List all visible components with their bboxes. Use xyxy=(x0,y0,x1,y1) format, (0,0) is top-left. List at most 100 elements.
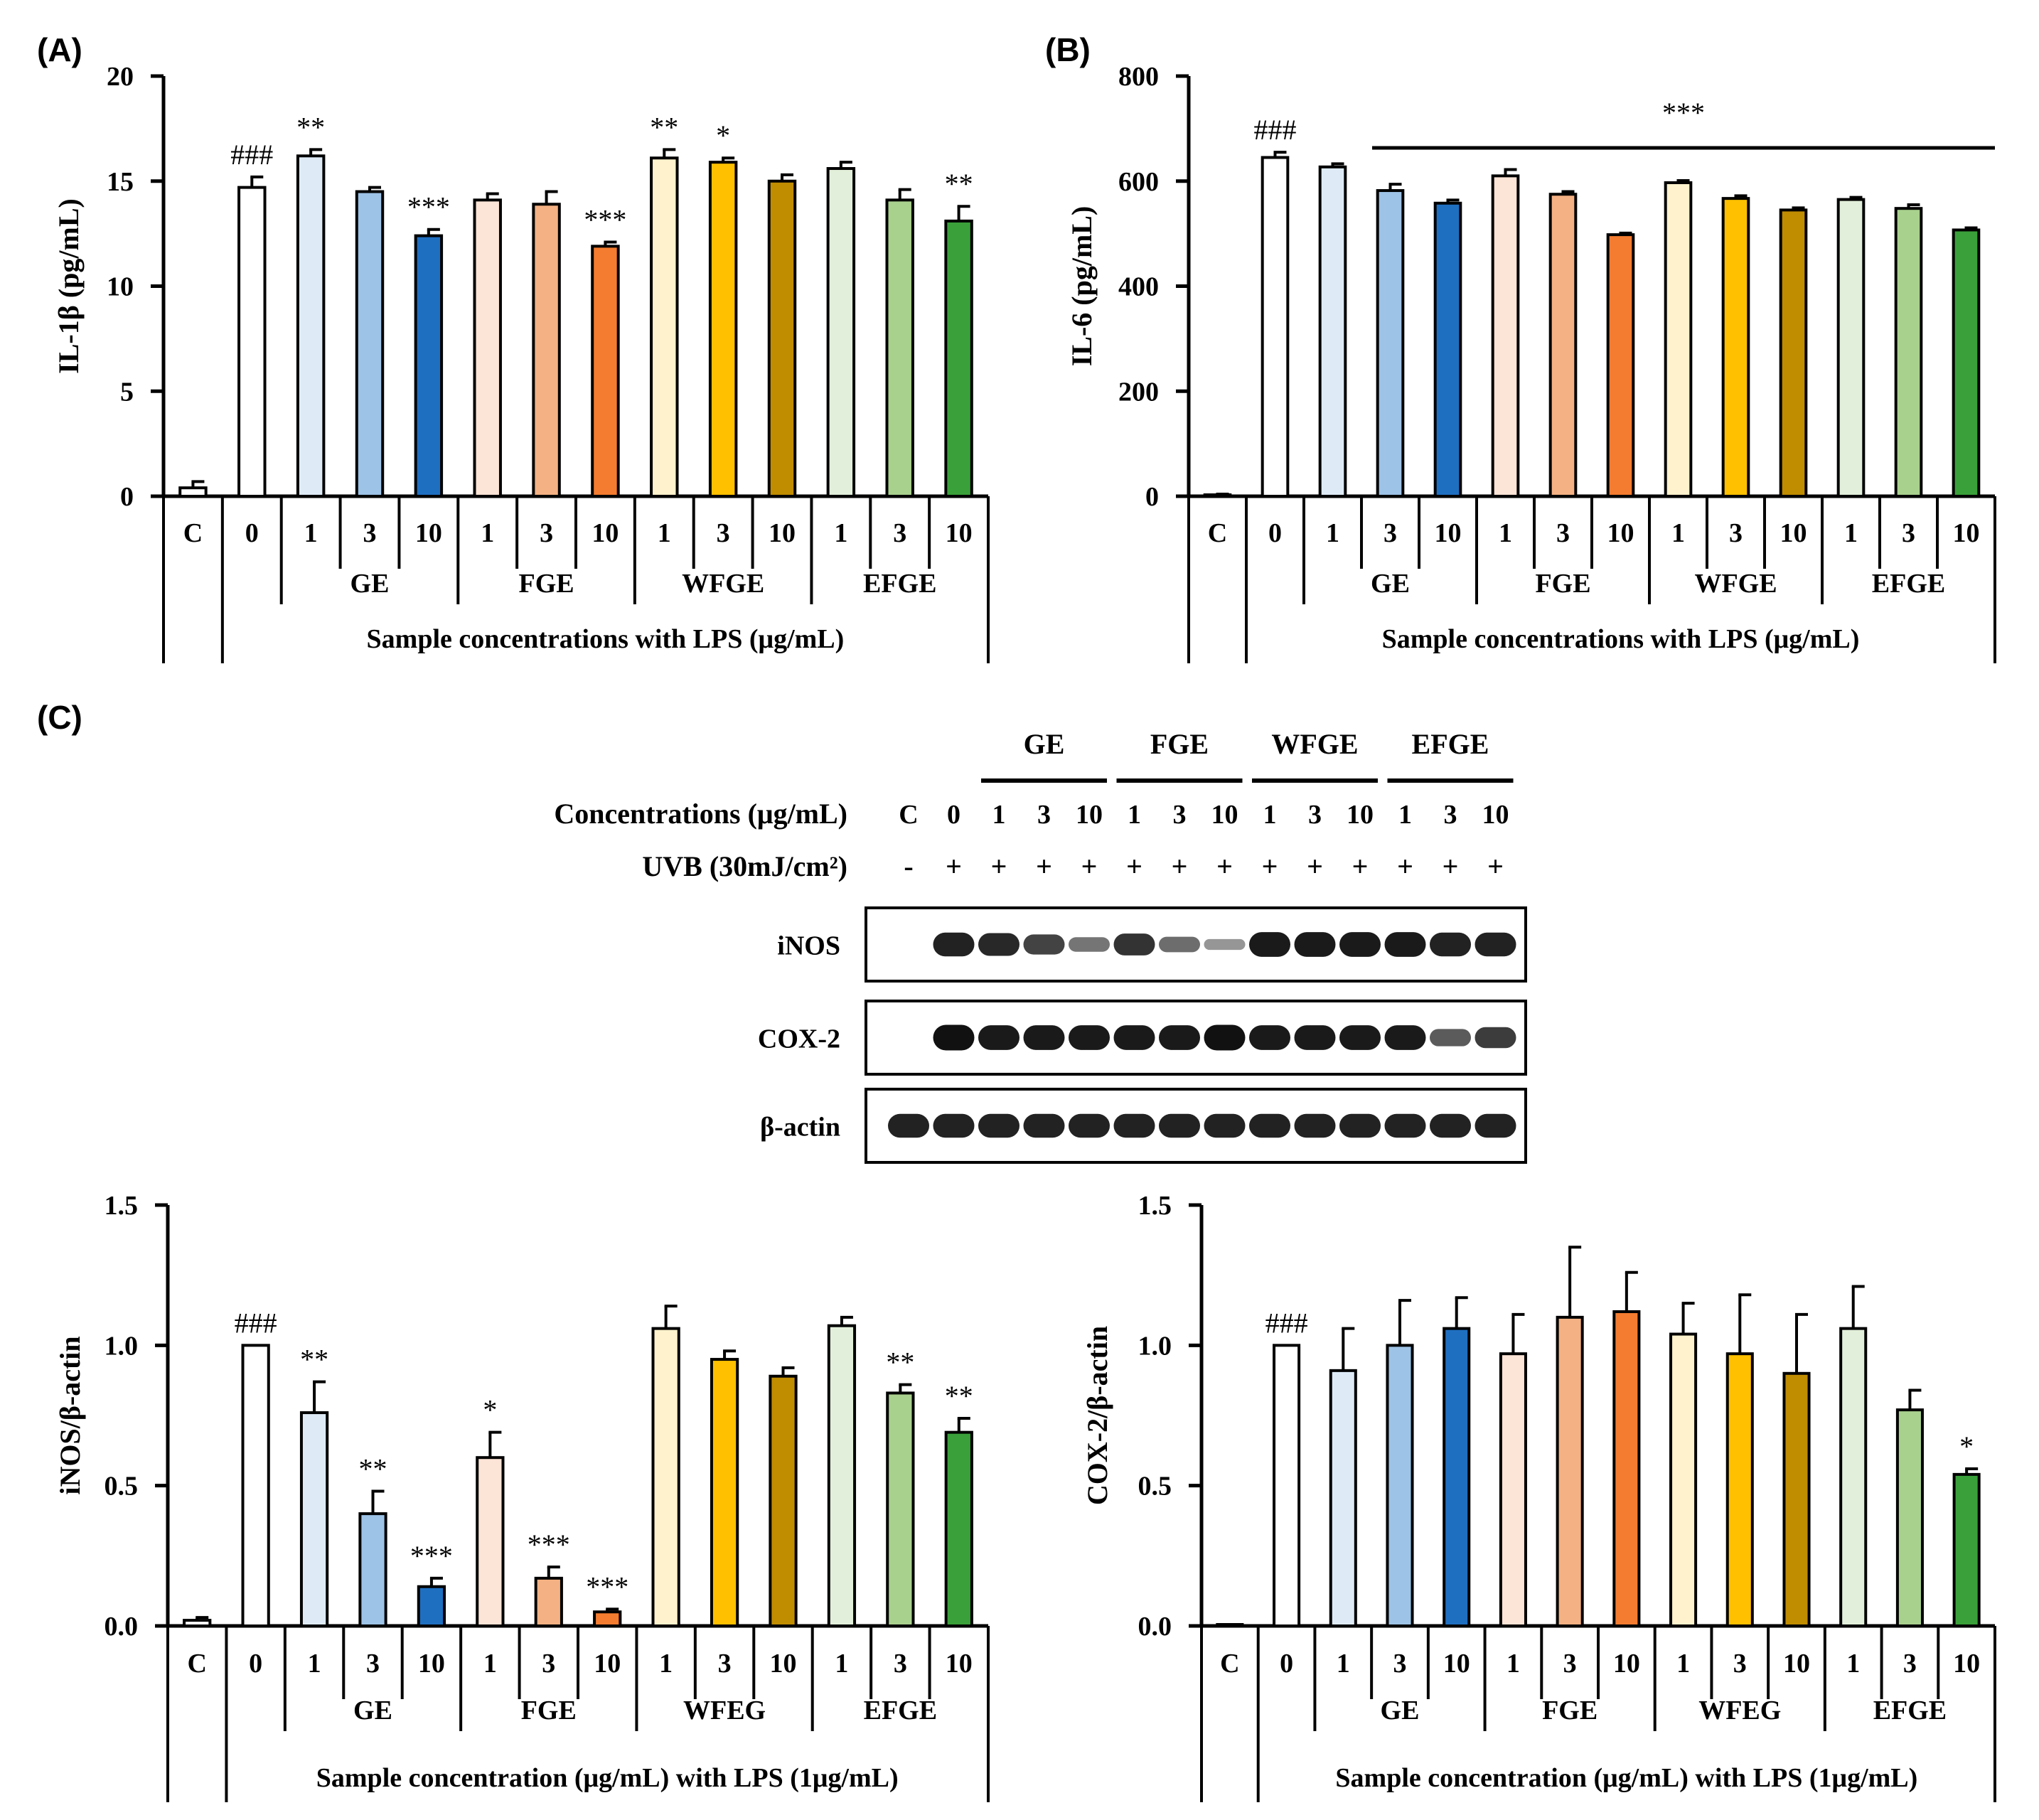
blot-band xyxy=(1384,1025,1426,1050)
y-axis-label: IL-1β (pg/mL) xyxy=(53,198,85,374)
y-tick-label: 0 xyxy=(1145,482,1159,512)
panel-label-b: (B) xyxy=(1045,31,1091,68)
bar xyxy=(1216,1623,1244,1627)
significance-mark: ** xyxy=(650,111,678,143)
y-tick-label: 0.5 xyxy=(1138,1472,1172,1502)
bar xyxy=(414,234,444,498)
bar xyxy=(1836,198,1866,498)
blot-band xyxy=(1113,933,1155,956)
bar xyxy=(1329,1369,1357,1628)
x-tick-label: 3 xyxy=(718,1649,732,1679)
bar xyxy=(591,245,620,498)
x-tick-label: 0 xyxy=(1280,1649,1293,1679)
bar xyxy=(1782,1371,1811,1628)
blot-band xyxy=(888,1113,929,1138)
bar xyxy=(1952,1472,1981,1627)
x-tick-label: 1 xyxy=(658,518,671,548)
significance-mark: ### xyxy=(1265,1307,1308,1339)
y-tick-label: 1.0 xyxy=(105,1331,139,1361)
blot-band xyxy=(1384,932,1426,957)
blot-band xyxy=(1430,1113,1471,1138)
blot-uvb-label: + xyxy=(1126,850,1142,882)
bar xyxy=(358,1512,387,1627)
bar xyxy=(241,1344,270,1628)
bar xyxy=(1839,1327,1868,1627)
blot-conc-label: 10 xyxy=(1211,800,1238,830)
x-tick-label: 0 xyxy=(249,1649,262,1679)
bar xyxy=(1895,1408,1924,1628)
group-label: WFEG xyxy=(683,1696,766,1725)
blot-conc-label: 0 xyxy=(947,800,960,830)
blot-band xyxy=(1339,932,1381,957)
blot-band xyxy=(1384,1113,1426,1138)
bar xyxy=(1499,1352,1527,1627)
group-label: FGE xyxy=(521,1696,577,1725)
blot-uvb-label: + xyxy=(1036,850,1052,882)
blot-row-label: β-actin xyxy=(760,1113,840,1142)
bar xyxy=(1664,181,1693,498)
x-tick-label: 10 xyxy=(946,1649,973,1679)
group-label: FGE xyxy=(519,569,574,599)
bar xyxy=(1273,1344,1301,1628)
y-tick-label: 0.0 xyxy=(1138,1612,1172,1642)
x-tick-label: 1 xyxy=(1337,1649,1350,1679)
blot-band xyxy=(1113,1025,1155,1050)
x-tick-label: 1 xyxy=(1676,1649,1690,1679)
significance-mark: *** xyxy=(1662,97,1705,129)
y-tick-label: 1.5 xyxy=(1138,1191,1172,1221)
x-tick-label: C xyxy=(187,1649,206,1679)
blot-band xyxy=(1159,936,1200,953)
blot-band xyxy=(933,1113,975,1138)
blot-band xyxy=(933,1024,975,1051)
x-tick-label: 0 xyxy=(1268,518,1282,548)
bar xyxy=(1376,189,1405,498)
blot-band xyxy=(933,932,975,957)
significance-mark: * xyxy=(716,119,730,151)
bar xyxy=(710,1358,739,1627)
bar xyxy=(1612,1310,1641,1628)
x-tick-label: 3 xyxy=(1729,518,1743,548)
blot-band xyxy=(1430,932,1471,957)
group-label: FGE xyxy=(1542,1696,1598,1725)
blot-band xyxy=(1294,1113,1336,1138)
bar xyxy=(944,219,973,498)
blot-band xyxy=(1069,1025,1110,1050)
blot-band xyxy=(978,1113,1020,1138)
x-tick-label: 1 xyxy=(1671,518,1685,548)
y-tick-label: 0.5 xyxy=(105,1472,139,1502)
western-blot: GE FGE WFGE EFGE Concentrations (μg/mL) UVB (… xyxy=(554,728,1527,1164)
blot-uvb-label: + xyxy=(1487,850,1504,882)
blot-band xyxy=(1249,932,1290,957)
x-tick-label: 10 xyxy=(1953,518,1980,548)
blot-conc-label: 1 xyxy=(1398,800,1412,830)
y-tick-label: 10 xyxy=(107,272,134,302)
x-tick-label: 0 xyxy=(245,518,259,548)
y-tick-label: 20 xyxy=(107,62,134,92)
blot-band xyxy=(1339,1025,1381,1050)
chart-cox2-ratio: 0.0 0.5 1.0 1.5 COX-2/β-actin ### * C 0 1 3 10 1 3 10 1… xyxy=(1081,1191,1996,1802)
bar xyxy=(1386,1344,1414,1628)
blot-row-label: COX-2 xyxy=(758,1024,840,1054)
bar xyxy=(650,156,679,498)
x-tick-label: 10 xyxy=(1783,1649,1810,1679)
blot-uvb-label: + xyxy=(1081,850,1098,882)
bar xyxy=(183,1619,212,1628)
x-tick-label: 3 xyxy=(1563,1649,1577,1679)
blot-band xyxy=(1204,938,1246,951)
group-label: EFGE xyxy=(1872,569,1945,599)
x-tick-label: 1 xyxy=(304,518,318,548)
blot-group-label: FGE xyxy=(1150,728,1209,760)
blot-conc-title: Concentrations (μg/mL) xyxy=(554,798,847,830)
significance-mark: ### xyxy=(230,139,273,171)
blot-band xyxy=(1475,932,1516,957)
significance-mark: ### xyxy=(1254,114,1297,146)
x-tick-label: 1 xyxy=(1326,518,1339,548)
bar xyxy=(473,198,502,498)
bar xyxy=(417,1585,446,1627)
x-tick-label: 1 xyxy=(308,1649,321,1679)
blot-conc-label: C xyxy=(899,800,918,830)
bar xyxy=(1556,1315,1584,1628)
bar xyxy=(1669,1332,1698,1627)
x-tick-label: 10 xyxy=(1613,1649,1640,1679)
